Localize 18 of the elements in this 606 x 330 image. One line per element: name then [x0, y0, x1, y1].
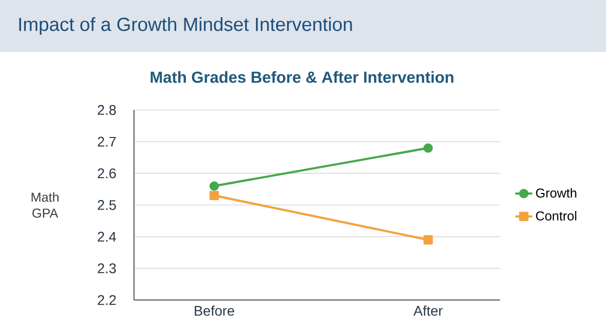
- point: [210, 190, 219, 200]
- y-tick-label: 2.4: [98, 232, 116, 242]
- chart-title: Impact of a Growth Mindset Intervention: [19, 17, 352, 35]
- point: [210, 181, 219, 191]
- y-tick-label: 2.2: [98, 295, 116, 305]
- y-tick-label: 2.7: [98, 136, 116, 147]
- y-tick-label: 2.8: [98, 105, 116, 115]
- legend-label: Control: [536, 210, 576, 221]
- y-tick-label: 2.6: [98, 168, 116, 178]
- x-tick-label: After: [413, 306, 443, 316]
- legend-label: Growth: [536, 188, 576, 198]
- point: [423, 235, 433, 245]
- y-tick-label: 2.3: [98, 263, 116, 274]
- chart-subtitle: Math Grades Before & After Intervention: [150, 71, 454, 83]
- y-axis-title: Math GPA: [32, 192, 59, 218]
- y-tick-label: 2.5: [98, 200, 116, 210]
- x-tick-label: Before: [194, 306, 234, 316]
- point: [423, 143, 433, 153]
